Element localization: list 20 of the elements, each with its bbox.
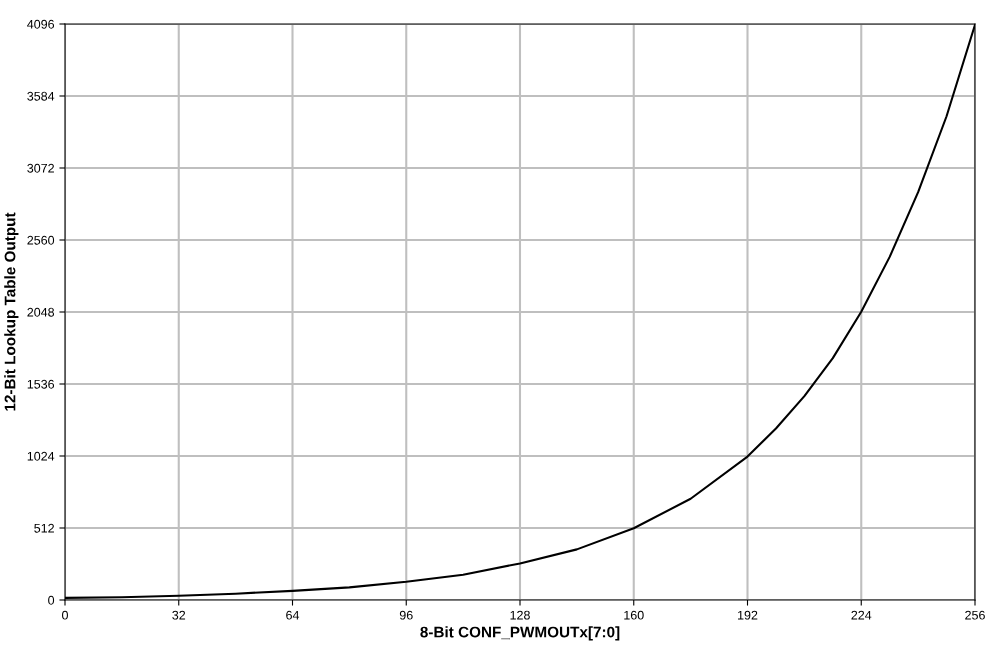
y-tick-label: 3072 [27,163,54,173]
y-tick-label: 1024 [27,451,55,461]
x-tick-label: 256 [965,610,985,620]
x-tick-label: 224 [851,610,872,620]
x-tick-label: 32 [172,610,186,620]
x-tick-label: 64 [286,610,300,620]
x-tick-label: 160 [624,610,644,620]
y-tick-label: 2560 [27,235,55,245]
y-tick-label: 4096 [27,19,55,29]
x-tick-label: 128 [510,610,530,620]
y-tick-label: 3584 [27,91,55,101]
y-tick-label: 512 [34,523,54,533]
x-tick-label: 0 [62,610,68,620]
y-tick-label: 2048 [27,307,55,317]
x-tick-label: 96 [399,610,413,620]
x-tick-label: 192 [738,610,758,620]
y-tick-label: 1536 [27,379,55,389]
y-axis-title: 12-Bit Lookup Table Output [4,212,19,411]
y-tick-label: 0 [48,595,55,605]
x-axis-title: 8-Bit CONF_PWMOUTx[7:0] [420,626,620,641]
